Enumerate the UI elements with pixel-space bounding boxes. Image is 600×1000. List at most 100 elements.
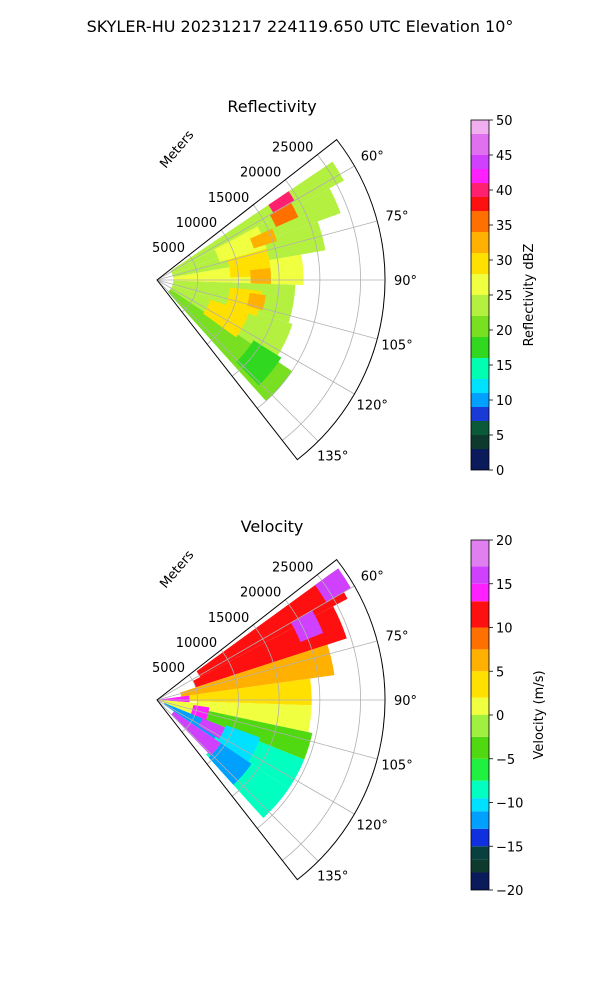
reflectivity-colorbar-segment xyxy=(471,393,489,407)
reflectivity-radial-gridline-0 xyxy=(181,254,199,313)
reflectivity-colorbar-segment xyxy=(471,449,489,470)
reflectivity-radial-tick-label: 10000 xyxy=(176,216,217,231)
velocity-cell-3 xyxy=(173,678,312,706)
velocity-theta-tick-label: 135° xyxy=(317,870,348,885)
velocity-colorbar-segment xyxy=(471,811,489,829)
reflectivity-radial-label: Meters xyxy=(157,128,197,172)
velocity-colorbar-tick-label: 0 xyxy=(496,709,504,724)
reflectivity-colorbar-tick-label: 35 xyxy=(496,219,513,234)
velocity-radial-tick-label: 15000 xyxy=(208,611,249,626)
velocity-cell-0 xyxy=(196,573,348,678)
velocity-radial-gridline-1 xyxy=(206,649,239,765)
reflectivity-plot-area: 60° 75° 90° 105° 120° 135° 5000 10000 15000 20000… xyxy=(152,138,417,465)
velocity-theta-gridline-1 xyxy=(156,640,378,701)
velocity-colorbar-segment xyxy=(471,859,489,873)
velocity-colorbar-tick-label: −10 xyxy=(496,797,523,812)
reflectivity-colorbar-tick-label: 15 xyxy=(496,359,513,374)
velocity-theta-gridline-4 xyxy=(156,699,355,815)
reflectivity-colorbar-segment xyxy=(471,421,489,435)
reflectivity-radial-gridline-2 xyxy=(231,204,280,377)
velocity-radial-gridline-2 xyxy=(231,624,280,797)
reflectivity-colorbar-tick-label: 25 xyxy=(496,289,513,304)
reflectivity-radial-gridline-3 xyxy=(257,179,321,409)
reflectivity-theta-gridline-5 xyxy=(156,279,319,442)
velocity-cell-10 xyxy=(161,695,190,703)
velocity-colorbar-segment xyxy=(471,583,489,602)
reflectivity-cell-15 xyxy=(247,293,266,311)
reflectivity-cell-14 xyxy=(250,268,271,284)
reflectivity-colorbar-segment xyxy=(471,183,489,197)
velocity-radial-tick-label: 20000 xyxy=(240,586,281,601)
velocity-colorbar-tick-label: −15 xyxy=(496,840,523,855)
reflectivity-colorbar-segment xyxy=(471,316,489,337)
velocity-theta-tick-label: 60° xyxy=(361,570,384,585)
velocity-cell-13 xyxy=(171,711,222,756)
reflectivity-colorbar-tick-label: 45 xyxy=(496,149,513,164)
reflectivity-theta-tick-label: 75° xyxy=(386,210,409,225)
velocity-colorbar-segment xyxy=(471,758,489,781)
velocity-theta-tick-label: 120° xyxy=(357,818,388,833)
velocity-theta-gridline-3 xyxy=(156,699,378,760)
reflectivity-colorbar-segment xyxy=(471,134,489,155)
velocity-colorbar-segment xyxy=(471,715,489,737)
velocity-colorbar-segment xyxy=(471,697,489,715)
reflectivity-sector-outline xyxy=(156,138,386,461)
reflectivity-colorbar: 0 5 10 15 20 25 30 35 40 45 50 xyxy=(470,114,513,479)
velocity-cell-16 xyxy=(208,743,252,785)
velocity-theta-tick-label: 75° xyxy=(386,630,409,645)
reflectivity-theta-tick-label: 60° xyxy=(361,150,384,165)
reflectivity-colorbar-segment xyxy=(471,337,489,358)
reflectivity-colorbar-segment xyxy=(471,295,489,316)
reflectivity-colorbar-segment xyxy=(471,155,489,169)
reflectivity-theta-gridline-4 xyxy=(156,279,355,395)
velocity-radial-gridline-0 xyxy=(181,674,199,733)
reflectivity-colorbar-segment xyxy=(471,120,489,134)
reflectivity-colorbar-label: Reflectivity dBZ xyxy=(522,244,537,347)
reflectivity-cell-16 xyxy=(236,340,282,386)
reflectivity-theta-tick-label: 135° xyxy=(317,450,348,465)
reflectivity-radial-gridline-1 xyxy=(206,229,239,345)
velocity-theta-tick-label: 105° xyxy=(381,758,412,773)
velocity-colorbar-tick-label: 5 xyxy=(496,665,504,680)
reflectivity-colorbar-tick-label: 30 xyxy=(496,254,513,269)
reflectivity-colorbar-segment xyxy=(471,358,489,379)
velocity-cell-17 xyxy=(217,725,261,762)
reflectivity-cell-12 xyxy=(269,202,299,228)
figure-suptitle: SKYLER-HU 20231217 224119.650 UTC Elevat… xyxy=(87,17,514,36)
reflectivity-theta-tick-label: 120° xyxy=(357,398,388,413)
velocity-colorbar-segment xyxy=(471,780,489,799)
reflectivity-cell-7 xyxy=(214,226,267,263)
velocity-colorbar-segment xyxy=(471,566,489,584)
reflectivity-colorbar-tick-label: 40 xyxy=(496,184,513,199)
velocity-radial-gridline-3 xyxy=(257,599,321,829)
velocity-colorbar-segment xyxy=(471,601,489,628)
reflectivity-theta-gridline-0 xyxy=(156,165,355,281)
reflectivity-colorbar-segment xyxy=(471,169,489,183)
velocity-title: Velocity xyxy=(241,517,304,536)
velocity-panel: Velocity Meters 60° 75° 90° 105° 120° 135° 500… xyxy=(152,517,547,899)
velocity-cell-15 xyxy=(190,705,210,720)
velocity-colorbar-label: Velocity (m/s) xyxy=(532,670,547,759)
reflectivity-theta-gridline-1 xyxy=(156,220,378,281)
reflectivity-theta-gridline-3 xyxy=(156,279,378,340)
reflectivity-colorbar-segment xyxy=(471,435,489,449)
velocity-cell-8 xyxy=(315,568,351,603)
reflectivity-radial-tick-label: 15000 xyxy=(208,191,249,206)
velocity-colorbar-segment xyxy=(471,649,489,672)
velocity-plot-area: 60° 75° 90° 105° 120° 135° 5000 10000 15000 20000… xyxy=(152,558,417,885)
velocity-colorbar: −20 −15 −10 −5 0 5 10 15 20 xyxy=(470,534,523,899)
velocity-radial-tick-label: 5000 xyxy=(152,661,185,676)
reflectivity-colorbar-segment xyxy=(471,197,489,211)
velocity-cell-4 xyxy=(196,701,312,733)
reflectivity-colorbar-tick-label: 10 xyxy=(496,394,513,409)
velocity-colorbar-tick-label: 15 xyxy=(496,578,513,593)
velocity-radial-gridline-4 xyxy=(282,574,361,861)
reflectivity-radial-tick-label: 5000 xyxy=(152,241,185,256)
reflectivity-cell-10 xyxy=(203,299,249,338)
velocity-sector-outline xyxy=(156,558,386,881)
velocity-colorbar-segment xyxy=(471,828,489,847)
velocity-radial-tick-label: 10000 xyxy=(176,636,217,651)
velocity-theta-gridline-5 xyxy=(156,699,319,862)
velocity-theta-tick-label: 90° xyxy=(394,694,417,709)
